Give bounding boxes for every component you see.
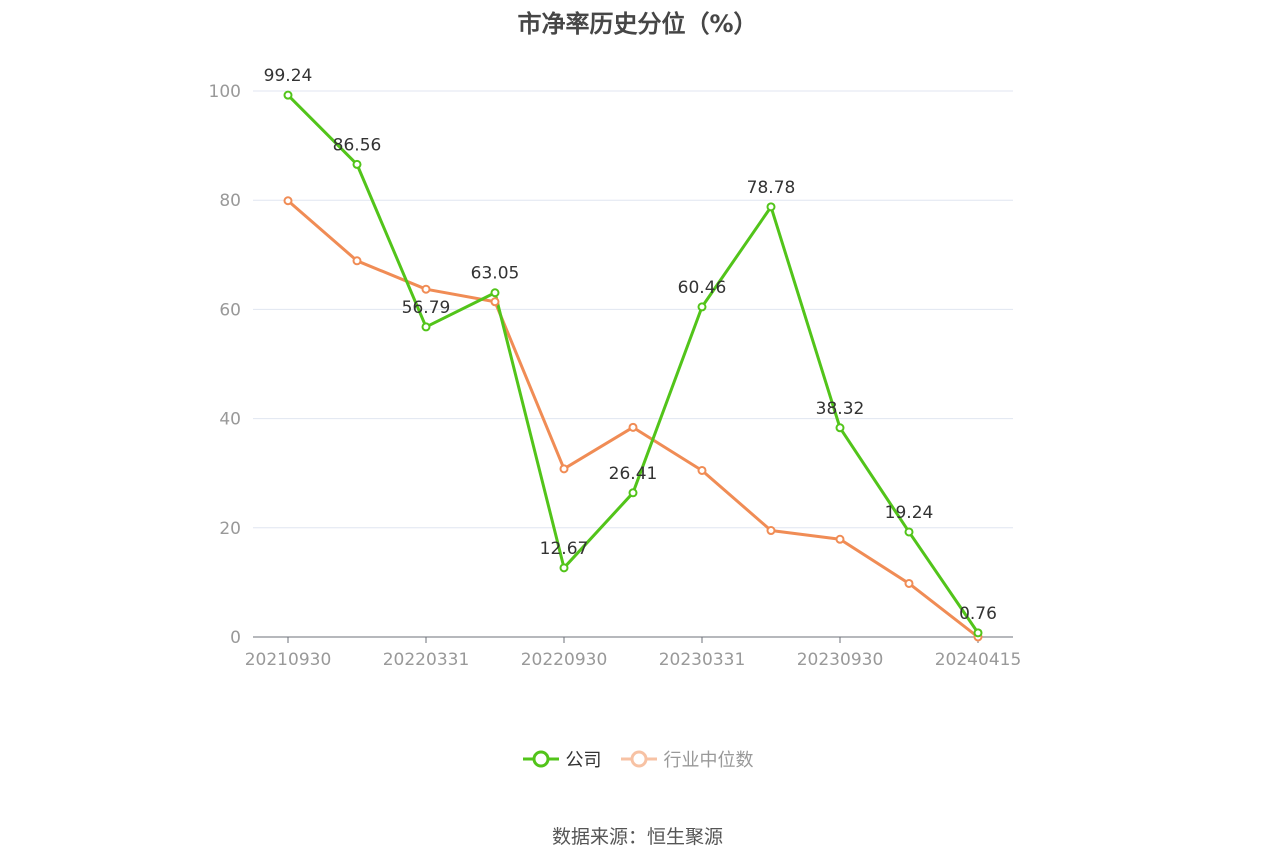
data-point-company: [490, 288, 500, 298]
data-label: 56.79: [402, 298, 451, 318]
series-lines: [286, 94, 980, 639]
data-point-industry-median: [697, 465, 707, 475]
legend-item-company[interactable]: 公司: [522, 746, 602, 772]
data-point-industry-median: [766, 526, 776, 536]
data-point-company: [766, 202, 776, 212]
data-point-industry-median: [628, 422, 638, 432]
legend-company-label: 公司: [565, 750, 602, 771]
y-tick-label: 0: [230, 628, 241, 648]
legend-industry-label: 行业中位数: [663, 750, 754, 771]
data-label: 86.56: [333, 135, 382, 155]
data-point-industry-median: [490, 297, 500, 307]
data-label: 38.32: [816, 399, 865, 419]
y-tick-label: 60: [219, 300, 241, 320]
data-label: 12.67: [540, 539, 589, 559]
data-label: 26.41: [609, 464, 658, 484]
legend: 公司 行业中位数: [0, 746, 1275, 772]
data-point-company: [697, 302, 707, 312]
legend-company-marker-icon: [522, 750, 559, 768]
data-point-company: [835, 423, 845, 433]
y-tick-label: 40: [219, 410, 241, 430]
y-tick-label: 20: [219, 519, 241, 539]
axes: 0 20 40 60 80 100 20210930 20220331 20220930 2023…: [209, 82, 1022, 670]
data-point-company: [421, 322, 431, 332]
data-point-company: [973, 628, 983, 638]
y-tick-label: 80: [219, 191, 241, 211]
data-label: 19.24: [885, 503, 934, 523]
x-tick-label: 20220930: [521, 650, 608, 670]
data-point-company: [904, 527, 914, 537]
data-labels: 99.24 86.56 56.79 63.05 12.67 26.41 60.46 78.78…: [264, 66, 997, 624]
data-point-industry-median: [835, 534, 845, 544]
legend-industry-marker-icon: [620, 750, 657, 768]
x-tick-label: 20230331: [659, 650, 746, 670]
data-label: 0.76: [959, 604, 997, 624]
grid-lines: [253, 90, 1013, 529]
data-point-industry-median: [904, 578, 914, 588]
data-label: 99.24: [264, 66, 313, 86]
data-source: 数据来源：恒生聚源: [551, 826, 723, 848]
data-point-industry-median: [559, 464, 569, 474]
data-points: [283, 90, 983, 642]
x-tick-label: 20240415: [935, 650, 1022, 670]
x-tick-label: 20230930: [797, 650, 884, 670]
data-point-company: [559, 563, 569, 573]
data-point-industry-median: [421, 284, 431, 294]
data-label: 78.78: [747, 178, 796, 198]
y-tick-label: 100: [209, 82, 241, 102]
data-point-company: [628, 488, 638, 498]
data-label: 60.46: [678, 278, 727, 298]
series-line-company: [286, 94, 980, 634]
chart-title: 市净率历史分位（%）: [517, 10, 758, 38]
x-tick-label: 20210930: [245, 650, 332, 670]
data-point-company: [283, 90, 293, 100]
data-label: 63.05: [471, 264, 520, 284]
data-point-company: [352, 159, 362, 169]
legend-item-industry-median[interactable]: 行业中位数: [620, 746, 754, 772]
x-tick-label: 20220331: [383, 650, 470, 670]
data-point-industry-median: [283, 196, 293, 206]
data-point-industry-median: [352, 256, 362, 266]
